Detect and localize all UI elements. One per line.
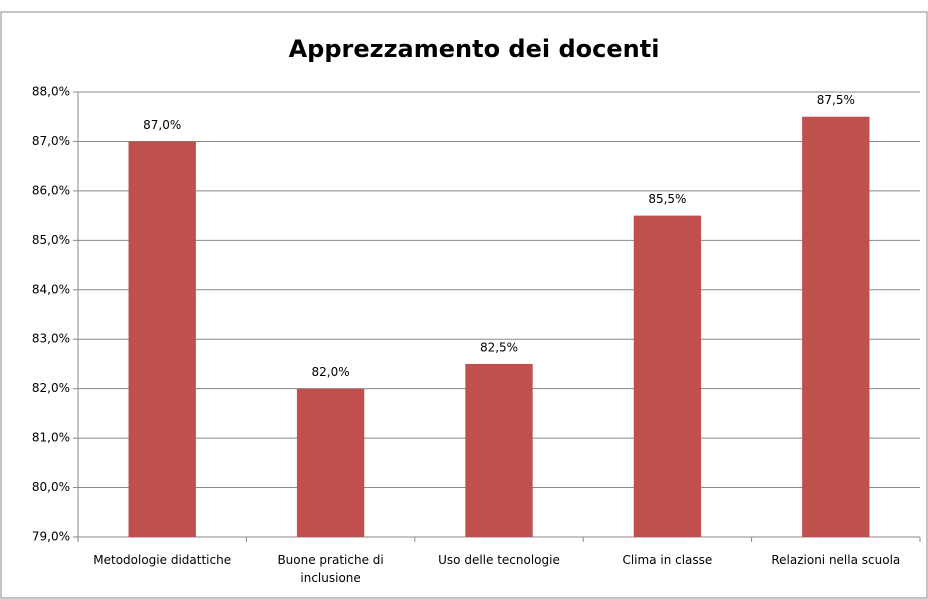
data-label: 87,0% (143, 118, 181, 132)
y-tick-label: 79,0% (32, 530, 70, 544)
y-tick-label: 86,0% (32, 183, 70, 197)
bar (296, 388, 365, 537)
data-label: 85,5% (648, 192, 686, 206)
y-tick-label: 87,0% (32, 134, 70, 148)
y-tick-label: 83,0% (32, 332, 70, 346)
y-tick-label: 81,0% (32, 431, 70, 445)
data-label: 82,0% (312, 365, 350, 379)
x-tick-label: Relazioni nella scuola (771, 553, 901, 567)
x-tick-label: Uso delle tecnologie (438, 553, 560, 567)
y-tick-label: 80,0% (32, 480, 70, 494)
data-label: 87,5% (817, 93, 855, 107)
bar (802, 116, 870, 537)
y-tick-label: 85,0% (32, 233, 70, 247)
y-tick-label: 84,0% (32, 282, 70, 296)
bar (633, 215, 702, 537)
bar (128, 141, 196, 537)
data-label: 82,5% (480, 340, 518, 354)
x-tick-label: Buone pratiche di inclusione (277, 553, 384, 585)
bar (465, 363, 533, 537)
x-tick-label: Clima in classe (622, 553, 713, 567)
y-tick-label: 88,0% (32, 85, 70, 99)
chart-title: Apprezzamento dei docenti (289, 35, 660, 63)
x-tick-label: Metodologie didattiche (93, 553, 232, 567)
y-tick-label: 82,0% (32, 381, 70, 395)
